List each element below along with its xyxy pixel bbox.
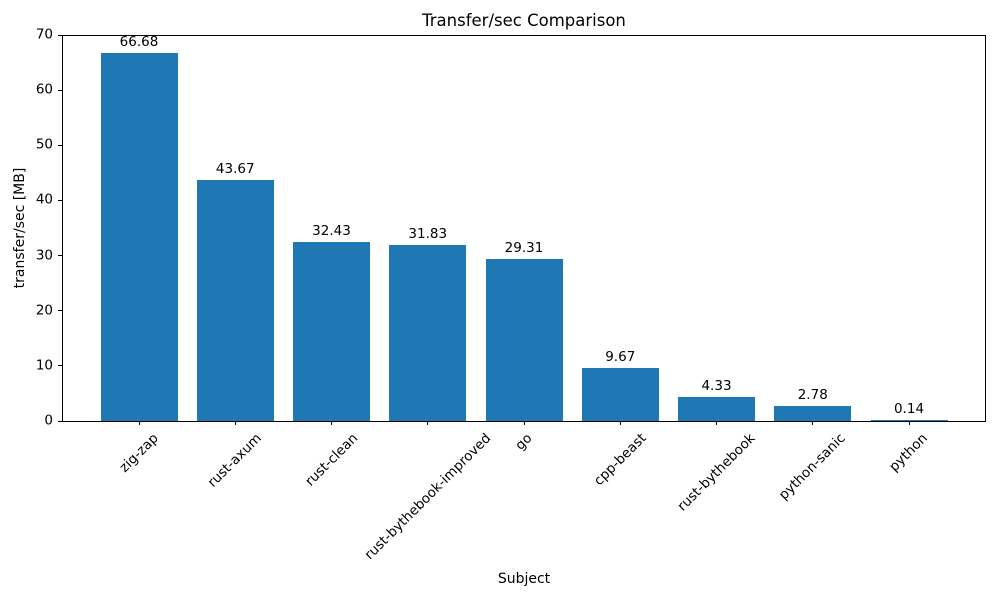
y-axis-label: transfer/sec [MB] [12, 167, 28, 289]
x-tick-label: python-sanic [775, 430, 849, 504]
bar-value-label: 0.14 [893, 401, 925, 417]
chart-title: Transfer/sec Comparison [422, 11, 626, 30]
bar-value-label: 43.67 [215, 161, 255, 177]
y-tick-mark [58, 255, 62, 257]
x-tick-mark [812, 421, 814, 425]
y-tick-mark [58, 34, 62, 36]
bar-value-label: 9.67 [605, 349, 636, 365]
bar-value-label: 29.31 [504, 240, 544, 256]
y-tick-label: 50 [35, 136, 53, 153]
bar-value-label: 2.78 [797, 387, 828, 403]
x-tick-mark [619, 421, 621, 425]
bar-value-label: 4.33 [701, 378, 732, 394]
y-tick-mark [58, 365, 62, 367]
y-tick-label: 10 [35, 357, 53, 374]
bar-value-label: 66.68 [119, 34, 159, 50]
x-tick-mark [427, 421, 429, 425]
x-tick-label: cpp-beast [590, 430, 650, 489]
y-tick-label: 40 [35, 191, 53, 208]
x-tick-mark [716, 421, 717, 425]
bar-value-label: 32.43 [312, 223, 351, 239]
y-tick-label: 70 [35, 26, 53, 43]
bar [581, 368, 659, 421]
x-tick-mark [908, 421, 910, 425]
x-tick-mark [234, 421, 236, 425]
bar [293, 242, 370, 421]
y-tick-mark [58, 144, 62, 146]
x-tick-mark [138, 421, 140, 425]
x-tick-label: rust-bythebook-improved [361, 430, 495, 563]
bar [389, 245, 467, 421]
bar-value-label: 31.83 [408, 226, 448, 242]
x-tick-label: go [512, 430, 536, 454]
bar [196, 180, 274, 421]
x-tick-mark [523, 421, 525, 425]
x-tick-label: rust-clean [301, 430, 361, 490]
x-tick-label: python [886, 430, 931, 476]
y-tick-label: 60 [35, 81, 53, 98]
y-tick-mark [58, 89, 62, 91]
y-tick-label: 20 [35, 301, 53, 318]
x-tick-label: rust-bythebook [674, 430, 759, 515]
x-tick-label: zig-zap [115, 430, 162, 476]
bar [100, 53, 178, 421]
bar [870, 420, 948, 421]
x-tick-mark [331, 421, 332, 425]
x-tick-label: rust-axum [204, 430, 266, 491]
y-tick-mark [58, 420, 62, 422]
y-tick-mark [58, 310, 62, 312]
bar [678, 397, 755, 421]
y-tick-label: 30 [35, 246, 53, 263]
y-tick-mark [58, 199, 62, 201]
bar [485, 259, 563, 421]
x-axis-label: Subject [497, 571, 551, 587]
bar [774, 406, 852, 421]
y-tick-label: 0 [44, 412, 53, 429]
